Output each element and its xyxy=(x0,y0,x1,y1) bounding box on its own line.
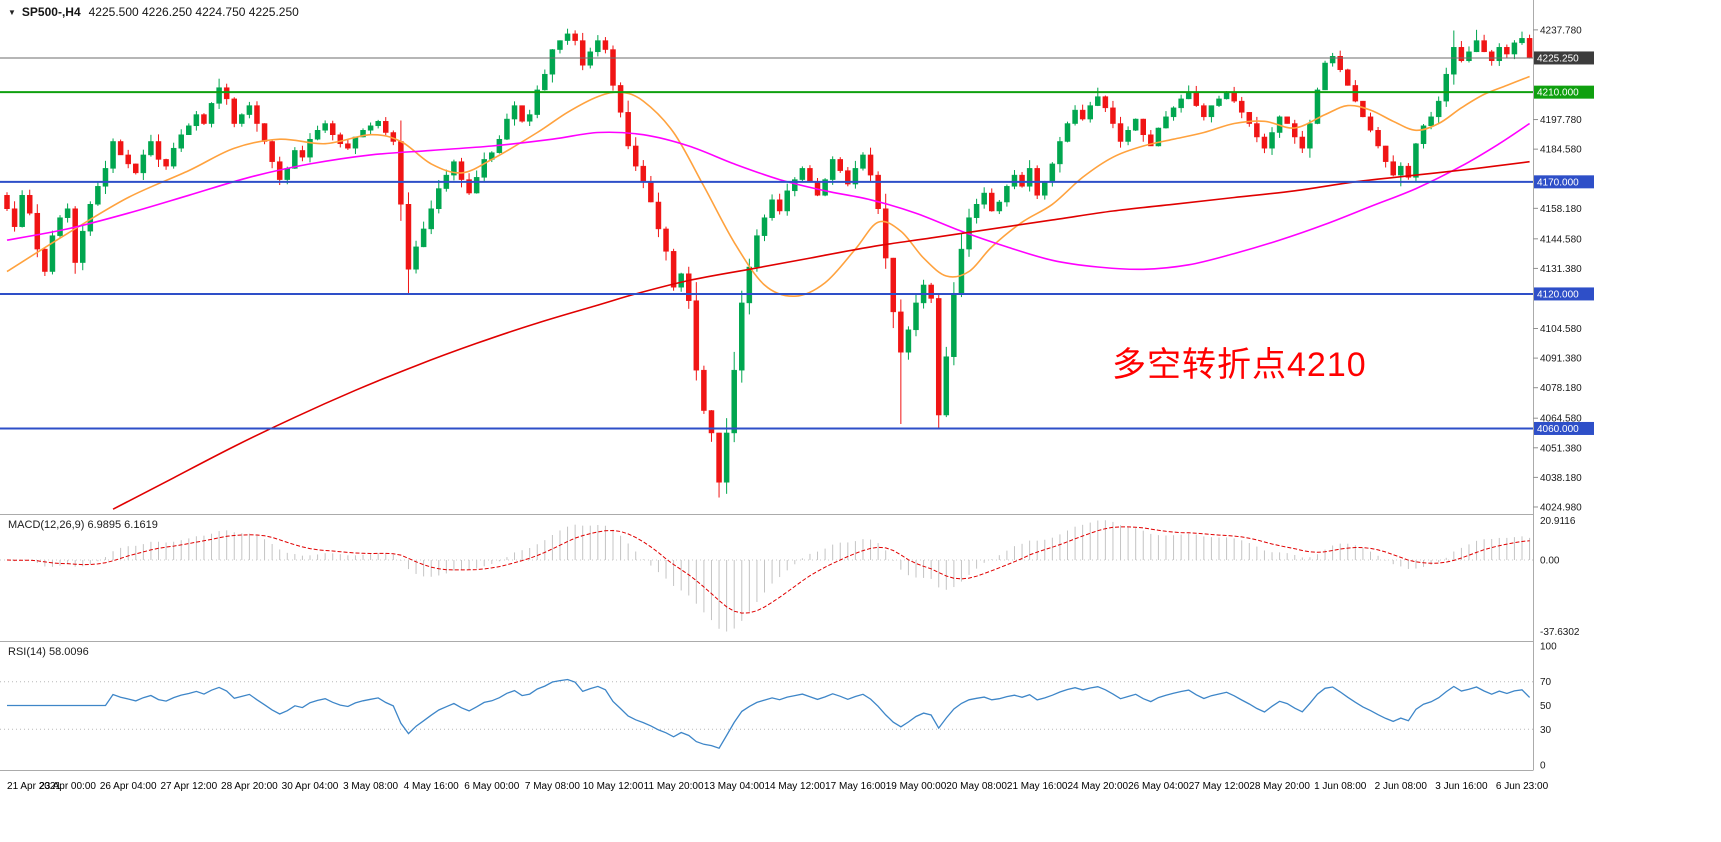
price-tick-label: 4024.980 xyxy=(1540,502,1582,513)
price-tick-label: 4038.180 xyxy=(1540,473,1582,484)
ohlc-values: 4225.500 4226.250 4224.750 4225.250 xyxy=(88,5,299,19)
price-tick-label: 4091.380 xyxy=(1540,354,1582,365)
time-axis-label: 14 May 12:00 xyxy=(764,781,825,792)
price-tick-label: 4144.580 xyxy=(1540,234,1582,245)
price-axis[interactable]: 4237.780 4197.780 4184.580 4158.180 4144.580… xyxy=(1533,0,1721,842)
time-axis-label: 26 May 04:00 xyxy=(1128,781,1189,792)
macd-indicator-label: MACD(12,26,9) 6.9895 6.1619 xyxy=(8,519,158,531)
price-badge xyxy=(1534,421,1594,435)
time-axis-label: 26 Apr 04:00 xyxy=(100,781,157,792)
time-axis-label: 10 May 12:00 xyxy=(583,781,644,792)
time-axis-label: 6 May 00:00 xyxy=(464,781,519,792)
price-badge-label: 4225.250 xyxy=(1537,53,1579,64)
time-axis-label: 3 Jun 16:00 xyxy=(1435,781,1488,792)
time-axis-label: 20 May 08:00 xyxy=(946,781,1007,792)
price-tick-label: 4051.380 xyxy=(1540,443,1582,454)
time-axis-label: 3 May 08:00 xyxy=(343,781,398,792)
macd-signal-line xyxy=(6,526,1530,614)
price-badge-label: 4170.000 xyxy=(1537,177,1579,188)
rsi-scale-label: 50 xyxy=(1540,701,1552,712)
time-axis-label: 24 May 20:00 xyxy=(1067,781,1128,792)
price-tick-label: 4237.780 xyxy=(1540,25,1582,36)
price-badge xyxy=(1534,51,1594,65)
macd-panel xyxy=(0,520,1533,632)
rsi-scale-label: 0 xyxy=(1540,761,1546,772)
time-axis-label: 11 May 20:00 xyxy=(644,781,704,792)
time-axis-label: 6 Jun 23:00 xyxy=(1496,781,1549,792)
rsi-scale-label: 30 xyxy=(1540,725,1552,736)
candles-series xyxy=(4,28,1533,498)
time-axis-label: 30 Apr 04:00 xyxy=(282,781,339,792)
horizontal-levels[interactable] xyxy=(0,57,1533,430)
price-badge xyxy=(1534,175,1594,189)
time-axis-label: 28 Apr 20:00 xyxy=(221,781,278,792)
symbol-timeframe-label: SP500-,H4 xyxy=(21,5,81,19)
time-axis-label: 19 May 00:00 xyxy=(886,781,947,792)
price-tick-label: 4078.180 xyxy=(1540,383,1582,394)
time-axis-label: 27 May 12:00 xyxy=(1189,781,1250,792)
price-tick-label: 4184.580 xyxy=(1540,145,1582,156)
time-axis-label: 27 Apr 12:00 xyxy=(160,781,217,792)
mid-ma-magenta xyxy=(6,122,1531,271)
price-tick-label: 4131.380 xyxy=(1540,264,1582,275)
time-axis-label: 13 May 04:00 xyxy=(704,781,765,792)
price-badge-label: 4210.000 xyxy=(1537,88,1579,99)
macd-scale-label: -37.6302 xyxy=(1540,627,1580,638)
price-tick-label: 4158.180 xyxy=(1540,204,1582,215)
symbol-marker-icon: ▼ xyxy=(8,7,16,17)
fast-ma-orange xyxy=(6,75,1530,298)
time-axis-label: 28 May 20:00 xyxy=(1249,781,1310,792)
price-badge xyxy=(1534,85,1594,99)
time-axis-label: 4 May 16:00 xyxy=(404,781,459,792)
price-badge-label: 4120.000 xyxy=(1537,289,1579,300)
rsi-panel xyxy=(0,678,1533,749)
time-axis-label: 2 Jun 08:00 xyxy=(1375,781,1428,792)
price-tick-label: 4064.580 xyxy=(1540,414,1582,425)
time-axis-label: 17 May 16:00 xyxy=(825,781,886,792)
price-tick-label: 4104.580 xyxy=(1540,324,1582,335)
macd-scale-label: 20.9116 xyxy=(1540,516,1576,527)
time-axis-label: 21 Apr 2021 xyxy=(7,781,61,792)
panel-separators xyxy=(0,514,1721,771)
price-badge xyxy=(1534,287,1594,301)
slow-ma-red xyxy=(112,160,1530,510)
rsi-scale-label: 70 xyxy=(1540,677,1552,688)
price-tick-label: 4197.780 xyxy=(1540,115,1582,126)
macd-scale-label: 0.00 xyxy=(1540,556,1560,567)
chart-text-annotation: 多空转折点4210 xyxy=(1112,346,1367,384)
rsi-line xyxy=(7,678,1531,749)
rsi-scale-label: 100 xyxy=(1540,642,1557,653)
price-badge-label: 4060.000 xyxy=(1537,424,1579,435)
moving-average-lines xyxy=(6,75,1531,510)
rsi-indicator-label: RSI(14) 58.0096 xyxy=(8,646,89,658)
time-axis-label: 7 May 08:00 xyxy=(525,781,580,792)
time-axis-label: 21 May 16:00 xyxy=(1007,781,1068,792)
time-axis-label: 23 Apr 00:00 xyxy=(39,781,96,792)
chart-header: ▼ SP500-,H4 4225.500 4226.250 4224.750 4… xyxy=(8,5,299,19)
time-axis-label: 1 Jun 08:00 xyxy=(1314,781,1367,792)
